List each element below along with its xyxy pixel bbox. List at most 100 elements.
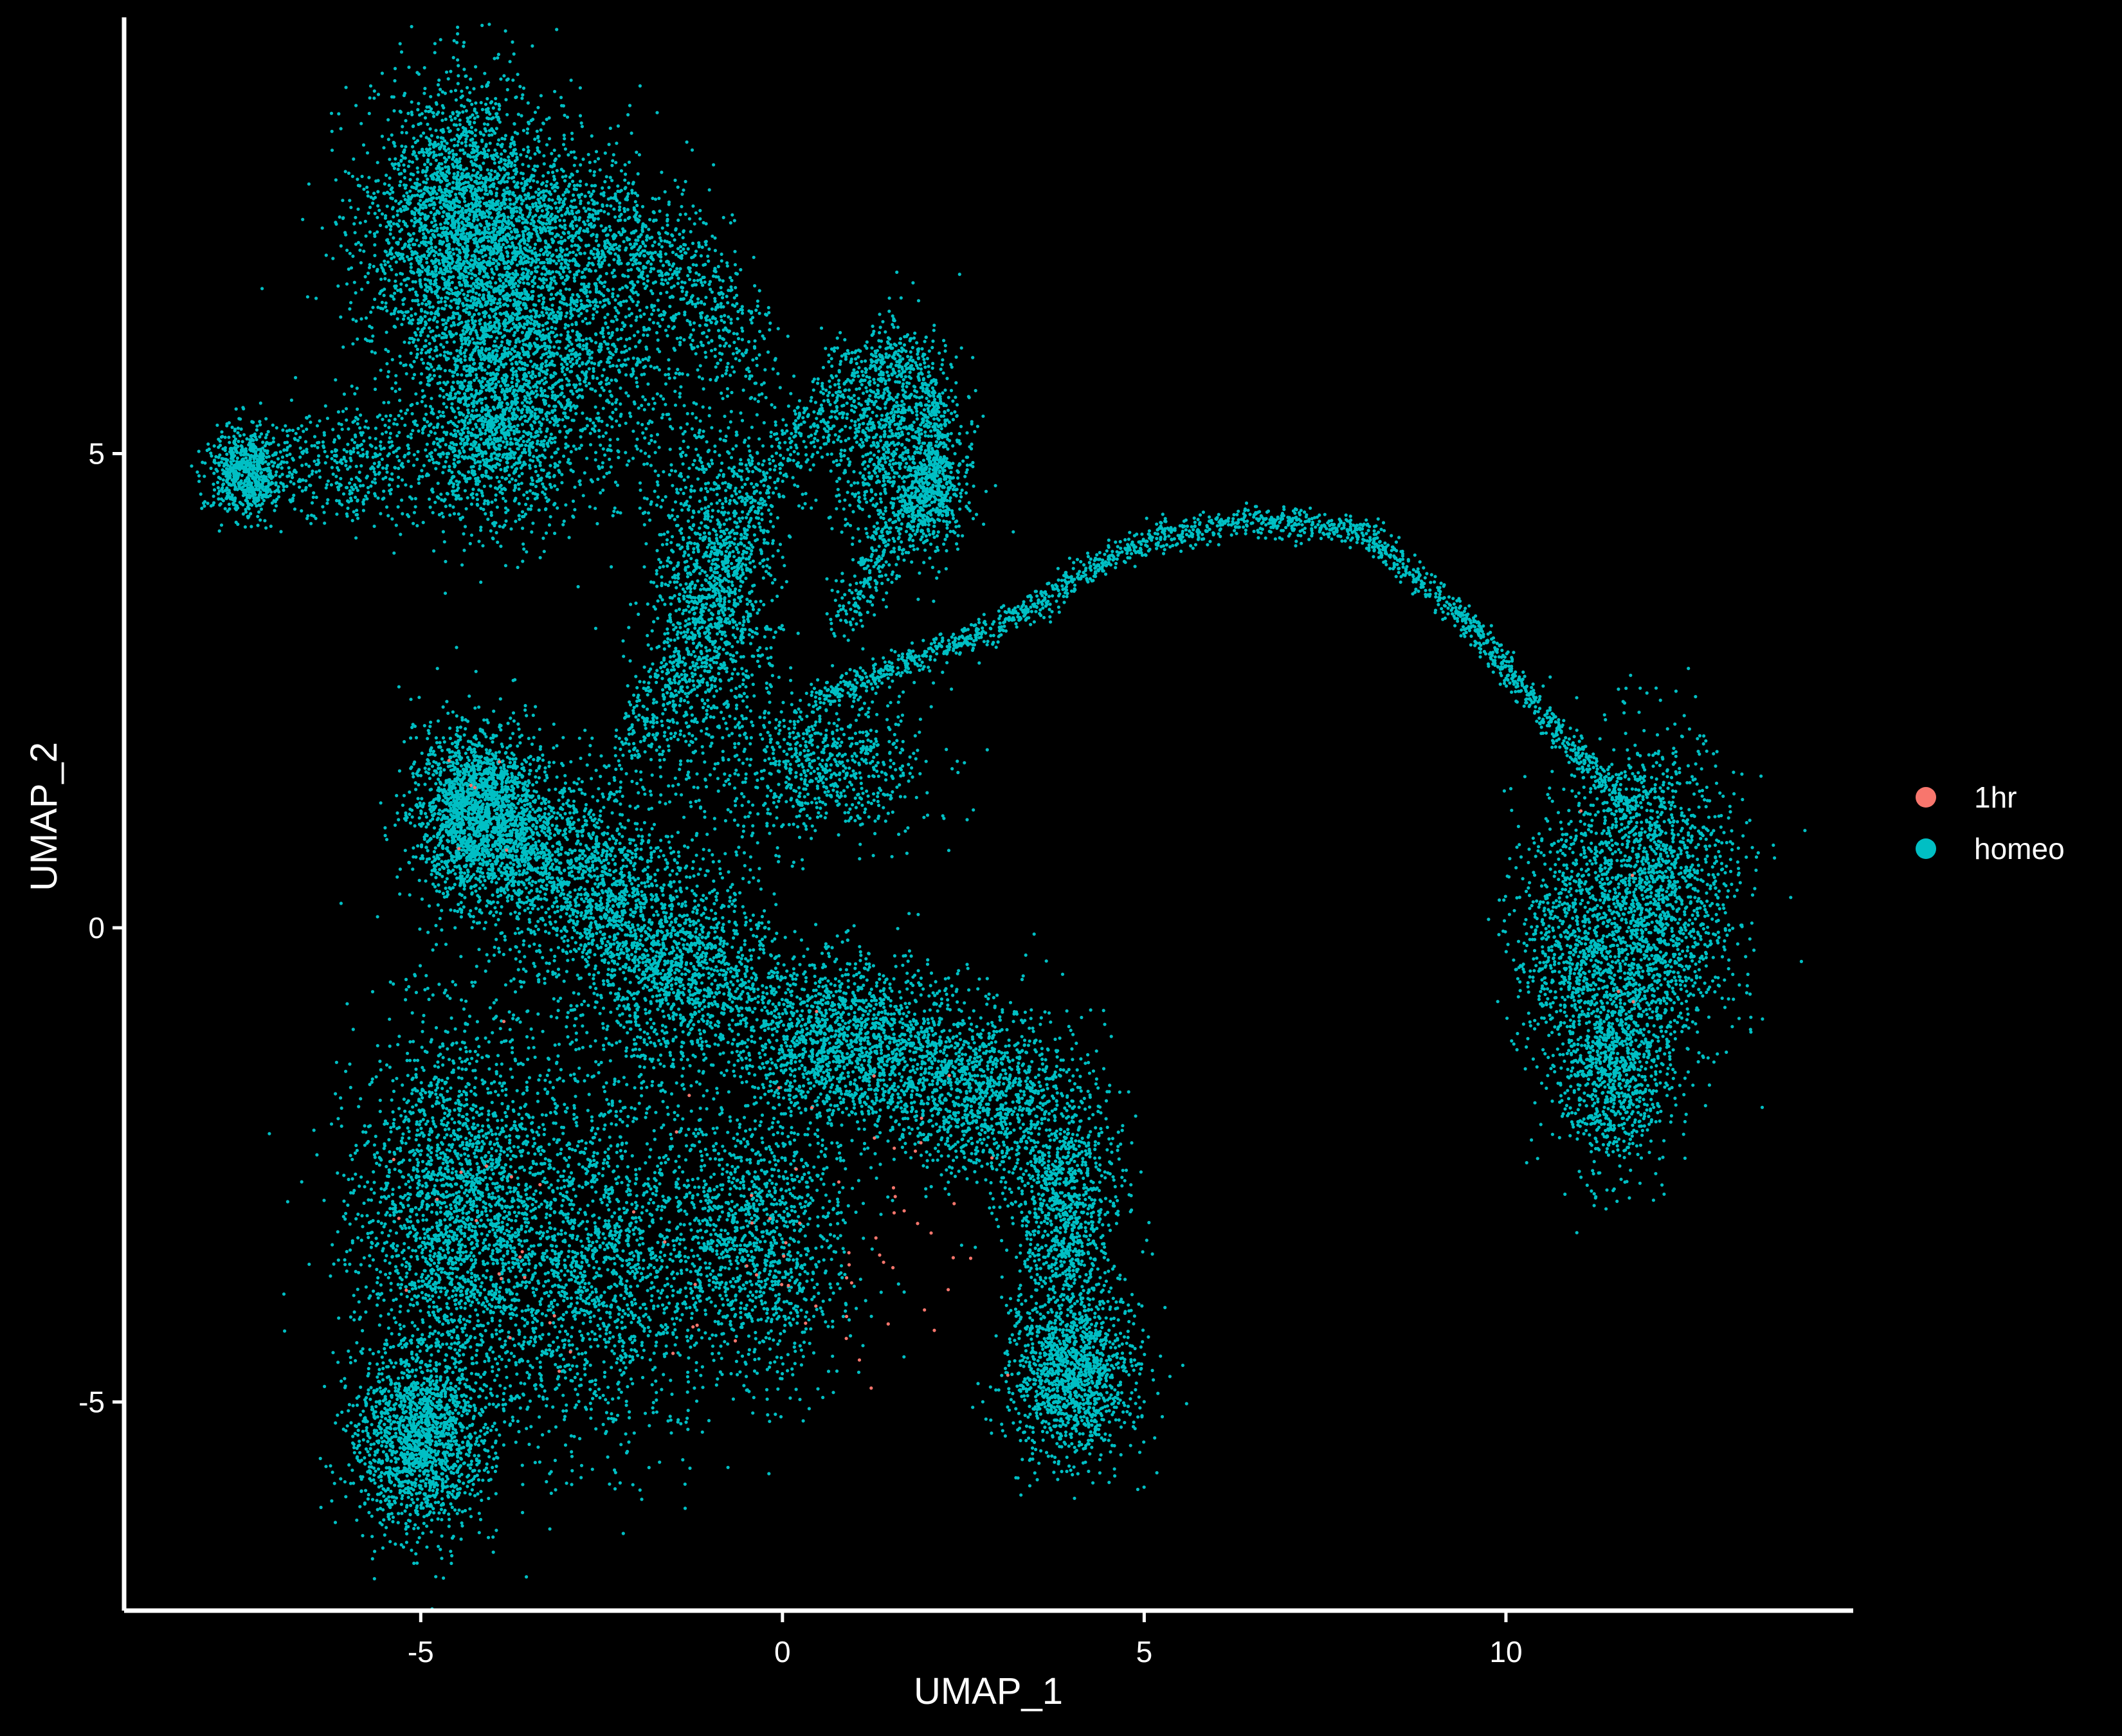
point xyxy=(395,222,399,226)
point xyxy=(527,355,530,359)
point xyxy=(396,167,400,171)
point xyxy=(536,146,540,150)
point xyxy=(464,174,467,178)
point xyxy=(592,307,597,311)
point xyxy=(468,332,472,336)
point xyxy=(610,378,613,382)
point xyxy=(405,191,409,195)
point xyxy=(444,303,448,307)
point xyxy=(603,316,607,320)
point xyxy=(476,114,480,118)
point xyxy=(504,98,508,102)
point xyxy=(488,112,492,116)
point xyxy=(469,159,473,163)
point xyxy=(503,266,507,271)
point xyxy=(610,394,614,398)
point xyxy=(451,152,455,156)
point xyxy=(635,376,639,380)
point xyxy=(597,429,601,433)
point xyxy=(649,439,653,442)
point xyxy=(595,201,599,205)
point xyxy=(473,107,476,111)
point xyxy=(615,511,620,514)
point xyxy=(633,345,638,348)
point xyxy=(408,201,412,205)
point xyxy=(462,41,466,44)
point xyxy=(457,512,460,516)
point xyxy=(496,215,500,219)
point xyxy=(684,179,687,183)
point xyxy=(603,210,606,213)
point xyxy=(541,122,545,125)
point xyxy=(393,291,397,295)
point xyxy=(484,201,489,205)
point xyxy=(406,194,410,199)
point xyxy=(495,186,499,191)
point xyxy=(518,244,522,248)
point xyxy=(417,72,421,76)
point xyxy=(490,395,494,399)
point xyxy=(438,185,442,189)
point xyxy=(573,485,577,489)
point xyxy=(417,273,421,277)
point xyxy=(505,225,510,230)
point xyxy=(419,372,424,376)
point xyxy=(392,95,396,99)
point xyxy=(592,170,597,174)
point xyxy=(439,252,442,256)
point xyxy=(534,260,538,264)
point xyxy=(626,113,630,117)
point xyxy=(492,301,496,305)
point xyxy=(475,226,479,230)
point xyxy=(441,215,445,219)
point xyxy=(421,206,425,210)
point xyxy=(602,475,606,479)
point xyxy=(628,336,631,341)
point xyxy=(646,382,650,386)
point xyxy=(508,60,512,64)
point xyxy=(466,426,469,430)
point xyxy=(484,102,488,106)
point xyxy=(540,311,544,314)
point xyxy=(712,163,716,167)
point xyxy=(376,190,380,194)
point xyxy=(466,172,470,176)
point xyxy=(482,339,486,343)
point xyxy=(510,362,514,366)
point xyxy=(478,222,482,226)
point xyxy=(474,65,478,69)
point xyxy=(448,287,453,291)
point xyxy=(419,284,423,288)
point xyxy=(570,173,575,177)
point xyxy=(443,160,448,164)
point xyxy=(460,288,464,292)
point xyxy=(480,231,484,235)
point xyxy=(527,149,530,152)
point xyxy=(397,475,401,480)
point xyxy=(383,271,387,275)
point xyxy=(397,387,402,391)
point xyxy=(569,298,573,302)
point xyxy=(428,198,431,202)
point xyxy=(631,369,635,374)
point xyxy=(476,218,480,222)
point xyxy=(344,86,348,89)
point xyxy=(481,376,485,380)
point xyxy=(525,306,529,310)
point xyxy=(497,210,501,214)
point xyxy=(476,181,480,185)
point xyxy=(494,281,498,285)
point xyxy=(373,377,377,381)
point xyxy=(422,192,426,195)
point xyxy=(698,208,702,213)
point xyxy=(425,168,429,172)
point xyxy=(423,310,427,314)
point xyxy=(615,327,619,331)
point xyxy=(460,89,464,93)
point xyxy=(392,222,395,226)
point xyxy=(559,354,563,358)
point xyxy=(348,307,352,311)
point xyxy=(559,289,563,293)
point xyxy=(594,458,597,462)
point xyxy=(498,207,502,211)
